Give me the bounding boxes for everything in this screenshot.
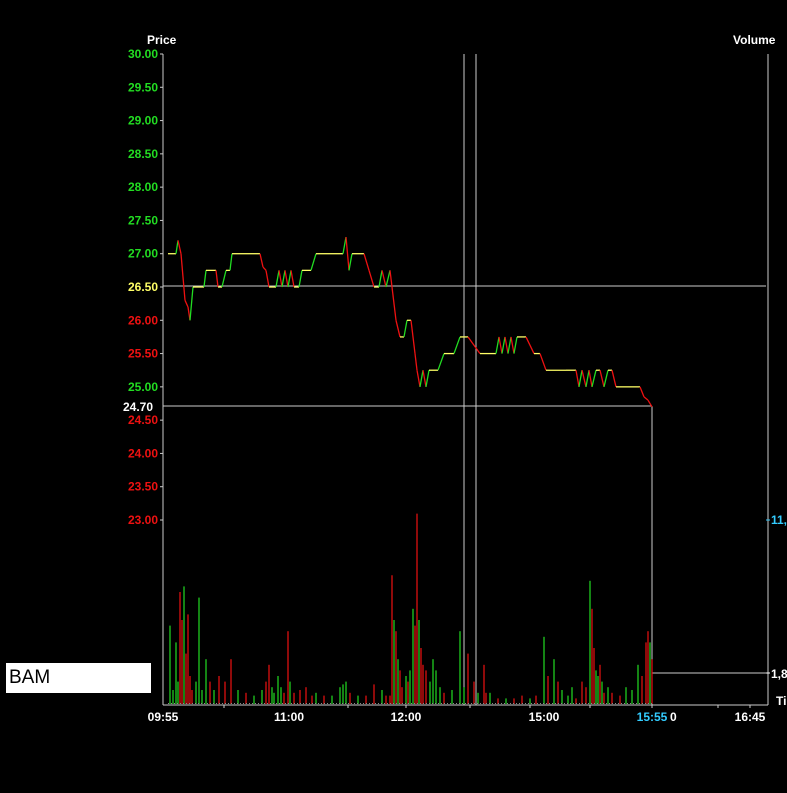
price-line-segment bbox=[262, 266, 267, 271]
price-tick-label: 23.50 bbox=[128, 480, 158, 494]
price-line-segment bbox=[229, 253, 233, 271]
price-tick-label: 27.50 bbox=[128, 213, 158, 227]
current-time-label: 15:55 bbox=[637, 710, 668, 724]
price-line-segment bbox=[290, 270, 295, 288]
volume-label-bottom: 1,8 bbox=[771, 667, 787, 681]
price-tick-label: 28.00 bbox=[128, 180, 158, 194]
price-line-segment bbox=[278, 270, 283, 288]
price-line-segment bbox=[510, 336, 515, 354]
price-line-segment bbox=[403, 320, 408, 338]
price-line-segment bbox=[639, 386, 645, 398]
price-line-segment bbox=[410, 320, 416, 354]
price-line-segment bbox=[395, 320, 401, 338]
last-price-label: 24.70 bbox=[123, 400, 153, 414]
price-line-segment bbox=[578, 370, 583, 387]
price-tick-label: 29.50 bbox=[128, 80, 158, 94]
volume-axis-title: Volume bbox=[733, 33, 776, 47]
price-line-segment bbox=[265, 270, 270, 288]
price-tick-label: 27.00 bbox=[128, 247, 158, 261]
symbol-input[interactable]: BAM bbox=[6, 663, 151, 693]
price-line-segment bbox=[189, 286, 194, 321]
price-line-segment bbox=[368, 270, 375, 288]
price-line-segment bbox=[437, 353, 445, 371]
price-tick-label: 26.00 bbox=[128, 313, 158, 327]
price-line-segment bbox=[585, 370, 590, 387]
price-line-segment bbox=[507, 336, 512, 354]
price-line-segment bbox=[281, 270, 286, 288]
price-line-segment bbox=[513, 336, 518, 354]
price-line-segment bbox=[591, 370, 597, 388]
price-line-segment bbox=[381, 270, 387, 288]
price-line-segment bbox=[310, 253, 317, 271]
price-line-segment bbox=[599, 370, 605, 388]
price-line-segment bbox=[203, 270, 207, 288]
price-tick-label: 30.00 bbox=[128, 47, 158, 61]
price-line-segment bbox=[259, 253, 264, 268]
price-line-segment bbox=[175, 240, 179, 254]
volume-label-top: 11, bbox=[771, 513, 787, 527]
price-tick-label: 28.50 bbox=[128, 147, 158, 161]
price-line-segment bbox=[498, 336, 503, 354]
price-line-segment bbox=[378, 270, 383, 288]
time-tick-label: 16:45 bbox=[735, 710, 766, 724]
price-line-segment bbox=[215, 270, 219, 288]
price-line-segment bbox=[416, 370, 421, 387]
time-tick-label: 11:00 bbox=[274, 710, 304, 724]
price-tick-label: 29.00 bbox=[128, 114, 158, 128]
price-line-segment bbox=[501, 336, 506, 354]
price-line-segment bbox=[298, 270, 303, 288]
price-line-segment bbox=[525, 336, 535, 354]
price-tick-label: 24.50 bbox=[128, 413, 158, 427]
time-tick-label: 09:55 bbox=[148, 710, 179, 724]
price-line-segment bbox=[588, 370, 593, 387]
price-tick-label: 26.50 bbox=[128, 280, 158, 294]
time-tick-label: 15:00 bbox=[529, 710, 560, 724]
price-line-segment bbox=[419, 370, 424, 387]
price-tick-label: 25.50 bbox=[128, 347, 158, 361]
time-tick-partial: 0 bbox=[670, 710, 677, 724]
price-line-segment bbox=[284, 270, 289, 288]
price-line-segment bbox=[180, 253, 186, 301]
price-line-segment bbox=[385, 270, 391, 288]
price-axis-title: Price bbox=[147, 33, 177, 47]
price-line-segment bbox=[363, 253, 370, 271]
price-line-segment bbox=[611, 370, 617, 388]
time-axis-title: Ti bbox=[776, 694, 786, 708]
price-line-segment bbox=[581, 370, 587, 388]
price-line-segment bbox=[414, 353, 418, 371]
price-line-segment bbox=[539, 353, 547, 371]
price-line-segment bbox=[495, 336, 500, 354]
price-line-segment bbox=[453, 336, 461, 354]
price-line-segment bbox=[287, 270, 292, 288]
price-tick-label: 25.00 bbox=[128, 380, 158, 394]
price-line-segment bbox=[425, 370, 430, 387]
price-line-segment bbox=[647, 399, 653, 408]
price-line-segment bbox=[345, 237, 350, 271]
price-line-segment bbox=[342, 236, 347, 254]
price-line-segment bbox=[504, 336, 509, 354]
price-line-segment bbox=[275, 270, 280, 288]
price-line-segment bbox=[391, 286, 397, 321]
price-line-segment bbox=[467, 336, 481, 354]
price-line-segment bbox=[643, 396, 649, 401]
price-tick-label: 24.00 bbox=[128, 446, 158, 460]
price-line-segment bbox=[575, 370, 580, 387]
price-line-segment bbox=[422, 370, 427, 387]
price-line-segment bbox=[348, 253, 353, 271]
price-line-segment bbox=[389, 270, 393, 288]
price-line-segment bbox=[603, 370, 609, 388]
price-line-segment bbox=[221, 270, 227, 288]
price-line-segment bbox=[184, 300, 189, 308]
price-line-segment bbox=[177, 240, 182, 254]
time-tick-label: 12:00 bbox=[391, 710, 422, 724]
price-tick-label: 23.00 bbox=[128, 513, 158, 527]
